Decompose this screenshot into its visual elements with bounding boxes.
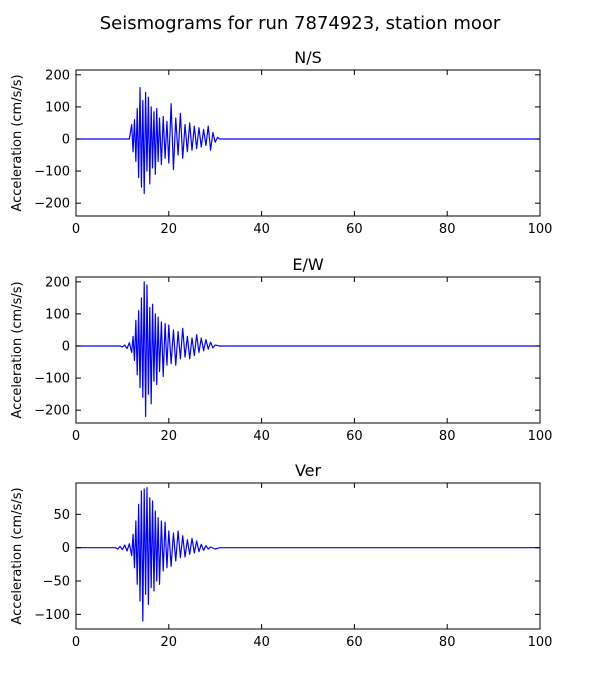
- panel-title: Ver: [295, 461, 322, 480]
- seismogram-trace: [76, 487, 540, 622]
- y-tick-label: −200: [34, 404, 70, 419]
- x-tick-label: 100: [528, 635, 553, 650]
- x-tick-label: 60: [346, 635, 363, 650]
- panel-title: N/S: [294, 48, 322, 67]
- panel-2: E/W Acceleration (cm/s/s) 0 20 40 60 80 100 −200…: [10, 255, 552, 444]
- x-tick-label: 60: [346, 429, 363, 444]
- y-tick-label: 50: [53, 508, 70, 523]
- x-tick-label: 0: [72, 635, 80, 650]
- y-tick-label: −100: [34, 608, 70, 623]
- y-tick-label: 200: [45, 68, 70, 83]
- panel-3: Ver Acceleration (cm/s/s) 0 20 40 60 80 100 −100…: [10, 461, 552, 650]
- x-tick-label: 40: [253, 429, 270, 444]
- seismogram-trace: [76, 281, 540, 418]
- panels: N/S Acceleration (cm/s/s) 0 20 40 60 80 100 −200…: [10, 48, 552, 650]
- y-tick-label: 0: [62, 541, 70, 556]
- y-tick-label: 100: [45, 307, 70, 322]
- y-tick-label: −100: [34, 372, 70, 387]
- axes-frame: [75, 482, 541, 630]
- panel-1: N/S Acceleration (cm/s/s) 0 20 40 60 80 100 −200…: [10, 48, 552, 237]
- x-tick-label: 60: [346, 222, 363, 237]
- seismogram-trace: [76, 87, 540, 195]
- axes-frame: [75, 276, 541, 424]
- y-tick-label: 100: [45, 100, 70, 115]
- x-tick-label: 20: [161, 635, 178, 650]
- x-tick-label: 0: [72, 222, 80, 237]
- panel-title: E/W: [292, 255, 324, 274]
- x-tick-label: 40: [253, 222, 270, 237]
- x-tick-label: 100: [528, 429, 553, 444]
- figure-title: Seismograms for run 7874923, station moo…: [100, 13, 501, 34]
- y-tick-label: 0: [62, 132, 70, 147]
- x-tick-label: 80: [439, 222, 456, 237]
- y-axis-label: Acceleration (cm/s/s): [10, 281, 25, 418]
- axes-frame: [75, 69, 541, 217]
- y-axis-label: Acceleration (cm/s/s): [10, 487, 25, 624]
- x-tick-label: 0: [72, 429, 80, 444]
- x-tick-label: 100: [528, 222, 553, 237]
- y-tick-label: −50: [43, 575, 70, 590]
- x-tick-label: 20: [161, 429, 178, 444]
- x-tick-label: 80: [439, 429, 456, 444]
- y-tick-label: 0: [62, 339, 70, 354]
- x-tick-label: 20: [161, 222, 178, 237]
- x-tick-label: 40: [253, 635, 270, 650]
- x-tick-label: 80: [439, 635, 456, 650]
- y-tick-label: 200: [45, 275, 70, 290]
- y-axis-label: Acceleration (cm/s/s): [10, 74, 25, 211]
- y-tick-label: −200: [34, 197, 70, 212]
- y-tick-label: −100: [34, 165, 70, 180]
